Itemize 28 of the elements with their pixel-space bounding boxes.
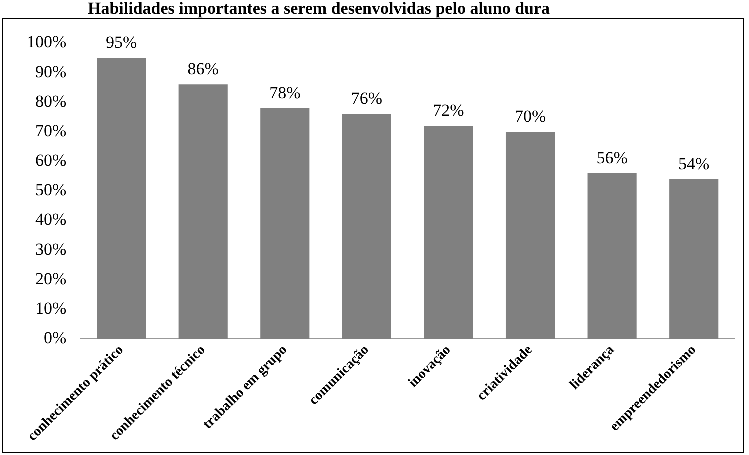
y-tick-label: 60%	[35, 151, 67, 170]
data-label: 76%	[351, 89, 383, 108]
y-tick-label: 70%	[35, 121, 67, 140]
bar	[260, 108, 310, 340]
bar	[97, 58, 146, 340]
data-label: 54%	[678, 154, 710, 174]
bar	[670, 179, 719, 340]
bar	[178, 84, 228, 340]
data-label: 86%	[188, 60, 219, 79]
data-label: 56%	[596, 148, 628, 168]
bar	[342, 114, 392, 340]
y-tick-label: 100%	[26, 32, 67, 52]
y-tick-label: 20%	[35, 269, 67, 288]
chart-title: Habilidades importantes a serem desenvolvidas pelo aluno dura	[88, 0, 550, 18]
y-tick-label: 0%	[44, 328, 67, 348]
y-tick-label: 50%	[35, 180, 67, 200]
data-label: 95%	[106, 32, 138, 52]
data-label: 72%	[433, 101, 464, 120]
data-label: 78%	[270, 83, 301, 102]
data-label: 70%	[514, 106, 546, 126]
bar	[506, 132, 556, 340]
y-tick-label: 10%	[35, 298, 67, 318]
y-tick-label: 90%	[35, 62, 67, 82]
y-tick-label: 80%	[35, 92, 67, 111]
bar	[588, 173, 637, 340]
y-tick-label: 40%	[35, 210, 67, 230]
y-tick-label: 30%	[35, 240, 67, 259]
bar	[424, 126, 474, 340]
